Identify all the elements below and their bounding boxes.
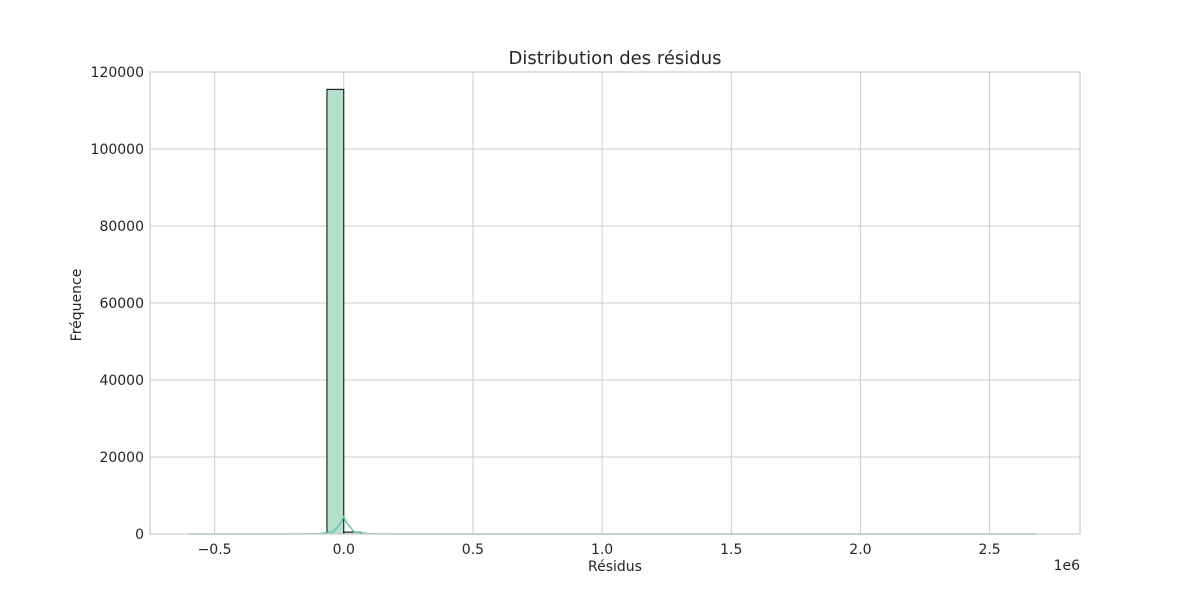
x-tick-labels: −0.5 0.0 0.5 1.0 1.5 2.0 2.5 (198, 542, 1001, 558)
y-tick-label: 0 (135, 527, 144, 543)
x-tick-label: 1.5 (720, 542, 742, 558)
y-tick-label: 120000 (91, 65, 144, 81)
plot-frame (149, 71, 1081, 535)
y-tick-label: 100000 (91, 142, 144, 158)
x-axis-label: Résidus (588, 559, 642, 575)
y-tick-label: 20000 (99, 450, 144, 466)
x-tick-label: 1.0 (591, 542, 613, 558)
y-tick-label: 40000 (99, 373, 144, 389)
x-tick-label: 2.0 (849, 542, 871, 558)
x-tick-label: 2.5 (978, 542, 1000, 558)
y-axis-label: Fréquence (69, 269, 85, 342)
y-tick-label: 80000 (99, 219, 144, 235)
histogram-bar (326, 88, 345, 535)
x-tick-label: 0.5 (462, 542, 484, 558)
chart-title: Distribution des résidus (508, 48, 721, 69)
x-tick-label: −0.5 (198, 542, 232, 558)
y-tick-labels: 0 20000 40000 60000 80000 100000 120000 (91, 65, 144, 543)
x-tick-label: 0.0 (333, 542, 355, 558)
x-offset-label: 1e6 (1054, 558, 1081, 574)
y-tick-label: 60000 (99, 296, 144, 312)
